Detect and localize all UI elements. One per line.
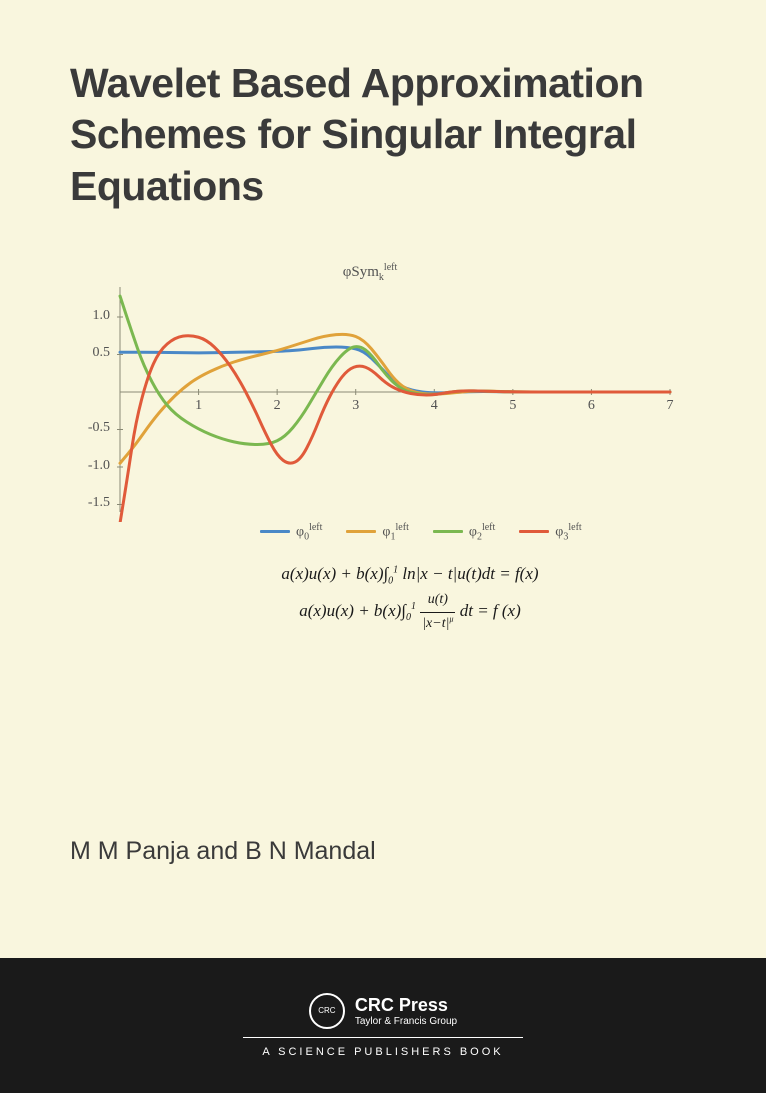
legend-item-phi3: φ3left xyxy=(519,522,581,542)
publisher-block: CRC CRC Press Taylor & Francis Group xyxy=(309,993,457,1029)
crc-logo-icon: CRC xyxy=(309,993,345,1029)
legend-item-phi0: φ0left xyxy=(260,522,322,542)
equation-1: a(x)u(x) + b(x)∫01 ln|x − t|u(t)dt = f(x… xyxy=(190,560,630,589)
equation-2: a(x)u(x) + b(x)∫01 u(t)|x−t|μ dt = f (x) xyxy=(190,589,630,635)
ytick-label: 0.5 xyxy=(80,345,110,361)
publisher-name: CRC Press xyxy=(355,995,457,1016)
publisher-group: Taylor & Francis Group xyxy=(355,1016,457,1027)
xtick-label: 3 xyxy=(352,398,359,414)
xtick-label: 2 xyxy=(274,398,281,414)
legend-swatch xyxy=(346,530,376,533)
integral-equations: a(x)u(x) + b(x)∫01 ln|x − t|u(t)dt = f(x… xyxy=(190,560,630,635)
chart-legend: φ0left φ1left φ2left φ3left xyxy=(260,522,582,542)
xtick-label: 4 xyxy=(431,398,438,414)
ytick-label: 1.0 xyxy=(80,308,110,324)
legend-item-phi2: φ2left xyxy=(433,522,495,542)
chart-svg xyxy=(60,262,680,522)
legend-swatch xyxy=(519,530,549,533)
legend-swatch xyxy=(433,530,463,533)
wavelet-chart: φSymkleft φ0leftφ1leftφ2leftφ3left a(x)u… xyxy=(60,262,680,622)
legend-item-phi1: φ1left xyxy=(346,522,408,542)
xtick-label: 7 xyxy=(667,398,674,414)
xtick-label: 6 xyxy=(588,398,595,414)
publisher-tagline: A SCIENCE PUBLISHERS BOOK xyxy=(243,1037,523,1058)
legend-swatch xyxy=(260,530,290,533)
xtick-label: 5 xyxy=(509,398,516,414)
book-title: Wavelet Based Approximation Schemes for … xyxy=(70,58,696,212)
ytick-label: -0.5 xyxy=(80,420,110,436)
legend-label: φ1left xyxy=(382,522,408,542)
cover-footer: CRC CRC Press Taylor & Francis Group A S… xyxy=(0,958,766,1093)
publisher-text: CRC Press Taylor & Francis Group xyxy=(355,995,457,1027)
ytick-label: -1.5 xyxy=(80,495,110,511)
ytick-label: -1.0 xyxy=(80,458,110,474)
legend-label: φ3left xyxy=(555,522,581,542)
legend-label: φ2left xyxy=(469,522,495,542)
authors: M M Panja and B N Mandal xyxy=(70,837,376,866)
xtick-label: 1 xyxy=(195,398,202,414)
cover-main-area: Wavelet Based Approximation Schemes for … xyxy=(0,0,766,958)
legend-label: φ0left xyxy=(296,522,322,542)
